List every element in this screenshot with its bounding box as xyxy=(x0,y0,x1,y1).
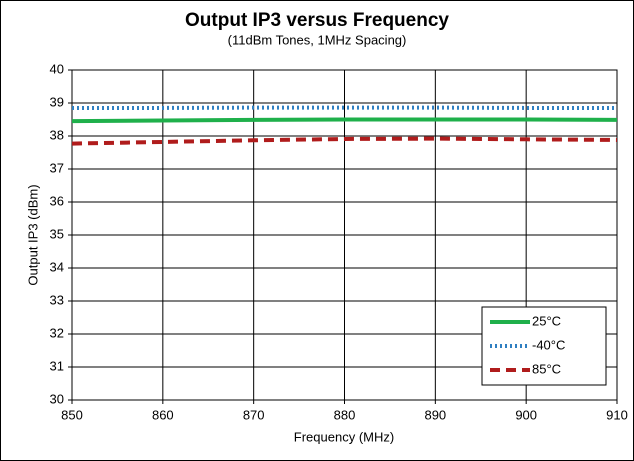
y-tick-label: 40 xyxy=(50,61,64,76)
legend-label: 85°C xyxy=(532,361,561,376)
x-tick-label: 910 xyxy=(606,407,628,422)
x-axis-label: Frequency (MHz) xyxy=(294,429,394,444)
x-tick-label: 880 xyxy=(334,407,356,422)
y-tick-label: 39 xyxy=(50,94,64,109)
x-tick-label: 870 xyxy=(243,407,265,422)
x-tick-label: 850 xyxy=(61,407,83,422)
y-tick-label: 32 xyxy=(50,325,64,340)
y-axis-label: Output IP3 (dBm) xyxy=(25,184,40,285)
series-line xyxy=(71,136,618,146)
legend-label: 25°C xyxy=(532,313,561,328)
y-tick-label: 36 xyxy=(50,193,64,208)
x-tick-label: 860 xyxy=(152,407,174,422)
y-tick-label: 31 xyxy=(50,358,64,373)
x-tick-label: 890 xyxy=(424,407,446,422)
series-line xyxy=(71,117,618,124)
y-tick-label: 38 xyxy=(50,127,64,142)
y-tick-label: 34 xyxy=(50,259,64,274)
y-tick-label: 35 xyxy=(50,226,64,241)
legend-label: -40°C xyxy=(532,337,565,352)
y-tick-label: 37 xyxy=(50,160,64,175)
x-tick-label: 900 xyxy=(515,407,537,422)
y-tick-label: 33 xyxy=(50,292,64,307)
chart-title: Output IP3 versus Frequency xyxy=(185,10,449,31)
y-tick-label: 30 xyxy=(50,391,64,406)
chart-subtitle: (11dBm Tones, 1MHz Spacing) xyxy=(228,32,407,47)
